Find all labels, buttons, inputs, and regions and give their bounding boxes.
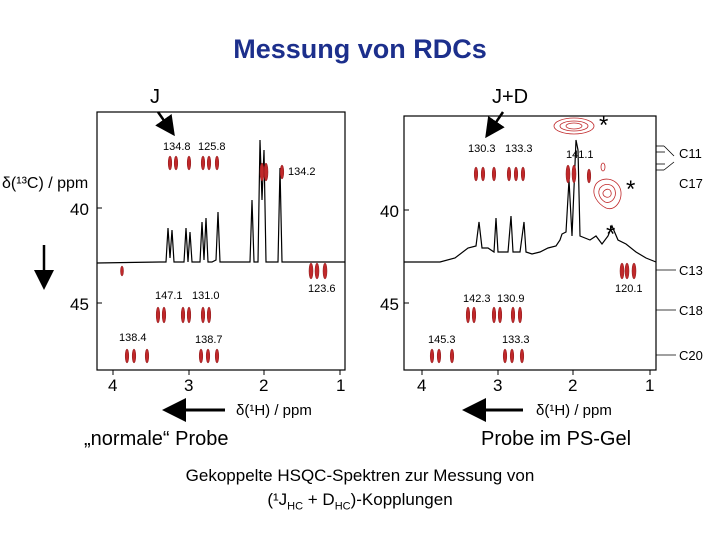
right-peak-labels: 130.3 133.3 141.1 142.3 130.9 120.1 145.…	[428, 143, 643, 346]
left-header: J	[150, 86, 160, 108]
left-peak-label: 125.8	[198, 141, 226, 153]
right-header-arrow	[485, 111, 505, 139]
right-peak-label: 142.3	[463, 293, 491, 305]
left-peak-label: 138.4	[119, 332, 147, 344]
right-header: J+D	[492, 86, 528, 108]
left-peak-label: 147.1	[155, 290, 183, 302]
left-peak-label: 134.2	[288, 166, 316, 178]
footer-sub-1: HC	[287, 500, 304, 513]
left-peak-label: 134.8	[163, 141, 191, 153]
footer-mid: + D	[303, 490, 335, 509]
right-peak-label: 130.9	[497, 293, 525, 305]
left-x-tick-2: 2	[259, 376, 268, 395]
assignment-c17: C17	[679, 176, 703, 191]
left-peak-label: 131.0	[192, 290, 220, 302]
right-plot-frame	[403, 115, 657, 371]
right-y-tick-40: 40	[380, 202, 399, 221]
right-1d-spectrum	[404, 139, 657, 263]
left-y-tick-45: 45	[70, 295, 89, 314]
right-caption: Probe im PS-Gel	[481, 428, 632, 450]
left-header-arrow	[155, 111, 175, 137]
left-y-axis-label: δ(¹³C) / ppm	[2, 175, 88, 192]
left-1d-spectrum	[96, 139, 345, 264]
star-marker: *	[606, 221, 615, 248]
assignment-c13: C13	[679, 263, 703, 278]
footer-sub-2: HC	[334, 500, 351, 513]
right-peak-label: 141.1	[566, 149, 594, 161]
left-x-axis-label: δ(¹H) / ppm	[236, 402, 312, 419]
left-plot-frame	[96, 111, 346, 371]
right-x-tick-4: 4	[417, 376, 426, 395]
right-peak-label: 145.3	[428, 334, 456, 346]
right-y-tick-45: 45	[380, 295, 399, 314]
left-peak-label: 138.7	[195, 334, 223, 346]
right-peak-label: 130.3	[468, 143, 496, 155]
right-x-tick-2: 2	[568, 376, 577, 395]
slide-title: Messung von RDCs	[233, 34, 487, 64]
right-x-tick-1: 1	[645, 376, 654, 395]
star-marker: *	[626, 176, 635, 203]
footer-line-2: (¹JHC + DHC)-Kopplungen	[0, 490, 720, 512]
left-x-tick-1: 1	[336, 376, 345, 395]
left-peak-labels: 134.8 125.8 134.2 147.1 131.0 123.6 138.…	[119, 141, 336, 346]
right-x-axis-label: δ(¹H) / ppm	[536, 402, 612, 419]
left-caption: „normale“ Probe	[84, 428, 229, 450]
footer-prefix: (¹J	[267, 490, 288, 509]
right-x-tick-3: 3	[493, 376, 502, 395]
right-peak-label: 120.1	[615, 283, 643, 295]
gel-contours	[553, 117, 622, 210]
right-peak-label: 133.3	[505, 143, 533, 155]
right-peak-group	[429, 164, 637, 364]
footer-line-1: Gekoppelte HSQC-Spektren zur Messung von	[185, 466, 535, 485]
left-x-tick-4: 4	[108, 376, 117, 395]
assignment-c11: C11	[679, 146, 702, 161]
assignment-c20: C20	[679, 348, 703, 363]
assignment-c18: C18	[679, 303, 703, 318]
assignment-labels: C11 C17 C13 C18 C20	[679, 146, 703, 363]
right-peak-label: 133.3	[502, 334, 530, 346]
footer-suffix: )-Kopplungen	[350, 490, 453, 509]
left-x-tick-3: 3	[184, 376, 193, 395]
impurity-stars: * * *	[599, 112, 635, 248]
star-marker: *	[599, 112, 608, 139]
left-peak-group	[120, 155, 328, 364]
left-y-tick-40: 40	[70, 200, 89, 219]
assignment-leaders	[656, 145, 676, 356]
left-peak-label: 123.6	[308, 283, 336, 295]
